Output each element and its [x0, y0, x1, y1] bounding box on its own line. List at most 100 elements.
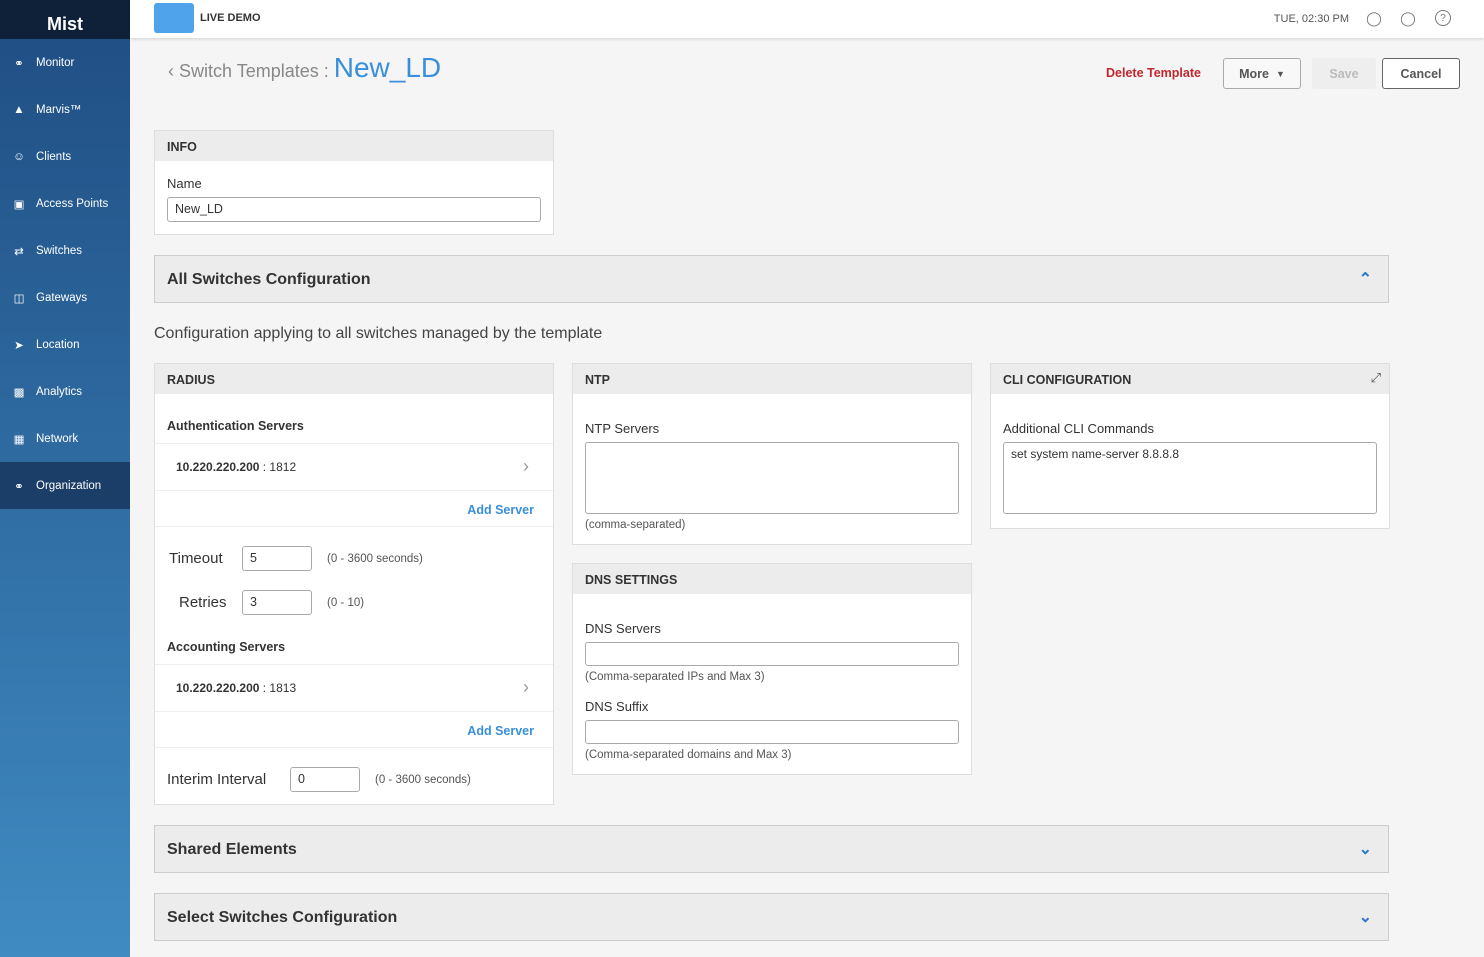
shared-elements-section-header[interactable]: Shared Elements ⌄ [154, 825, 1389, 873]
ntp-hint: (comma-separated) [585, 519, 686, 531]
ntp-title: NTP [573, 364, 971, 394]
sidebar-item-marvis[interactable]: ▲ Marvis™ [0, 86, 130, 133]
timeout-input[interactable]: 5 [242, 546, 312, 571]
cli-title: CLI CONFIGURATION [991, 364, 1389, 394]
sidebar-item-monitor[interactable]: ⚭ Monitor [0, 39, 130, 86]
sidebar-item-clients[interactable]: ☺ Clients [0, 133, 130, 180]
chevron-right-icon: › [523, 456, 529, 476]
ntp-card: NTP NTP Servers (comma-separated) [572, 363, 972, 545]
dns-suffix-input[interactable] [585, 720, 959, 744]
sidebar-item-label: Analytics [36, 385, 83, 398]
breadcrumb: ‹ Switch Templates : New_LD [168, 52, 441, 84]
retries-hint: (0 - 10) [327, 597, 365, 609]
sidebar-item-label: Clients [36, 150, 72, 163]
chevron-right-icon: › [523, 677, 529, 697]
breadcrumb-link[interactable]: Switch Templates : [179, 61, 329, 81]
more-button[interactable]: More ▼ [1223, 58, 1301, 89]
auth-server-port: : 1812 [262, 460, 297, 474]
chevron-down-icon[interactable]: ⌄ [1358, 909, 1372, 926]
switch-icon: ⇄ [14, 245, 24, 258]
all-switches-title: All Switches Configuration [167, 271, 371, 288]
dns-title: DNS SETTINGS [573, 564, 971, 594]
timeout-label: Timeout [169, 550, 223, 567]
sidebar-item-analytics[interactable]: ▩ Analytics [0, 368, 130, 415]
sidebar-item-label: Switches [36, 244, 83, 257]
sidebar-item-access-points[interactable]: ▣ Access Points [0, 180, 130, 227]
cancel-button[interactable]: Cancel [1382, 58, 1460, 89]
add-acct-server-button[interactable]: Add Server [467, 724, 534, 738]
dns-suffix-label: DNS Suffix [585, 699, 649, 714]
add-auth-server-button[interactable]: Add Server [467, 503, 534, 517]
ntp-servers-label: NTP Servers [585, 421, 660, 436]
access-point-icon: ▣ [13, 198, 25, 211]
auth-servers-label: Authentication Servers [167, 419, 304, 433]
expand-icon[interactable]: ⤢ [1370, 370, 1381, 385]
info-title: INFO [155, 131, 553, 161]
sidebar-item-gateways[interactable]: ◫ Gateways [0, 274, 130, 321]
dns-servers-input[interactable] [585, 642, 959, 666]
delete-template-button[interactable]: Delete Template [1106, 66, 1201, 80]
top-bar: LIVE DEMO TUE, 02:30 PM ◯ ◯ ? [130, 0, 1484, 38]
dns-servers-label: DNS Servers [585, 621, 661, 636]
sidebar: Mist ⚭ Monitor ▲ Marvis™ ☺ Clients ▣ Access Poi… [0, 0, 130, 957]
interim-hint: (0 - 3600 seconds) [375, 774, 471, 786]
clients-icon: ☺ [13, 150, 25, 163]
auth-server-ip: 10.220.220.200 [176, 460, 260, 474]
accounting-servers-label: Accounting Servers [167, 640, 286, 654]
org-name[interactable]: LIVE DEMO [200, 12, 261, 24]
radius-card: RADIUS Authentication Servers 10.220.220… [154, 363, 554, 805]
page-title: New_LD [333, 52, 442, 83]
marvis-icon: ▲ [13, 103, 25, 116]
sidebar-item-label: Network [36, 432, 79, 445]
location-icon: ➤ [14, 339, 24, 352]
sidebar-item-label: Organization [36, 479, 102, 492]
all-switches-section-header[interactable]: All Switches Configuration ⌃ [154, 255, 1389, 303]
mist-logo[interactable]: Mist [0, 0, 130, 39]
sidebar-item-switches[interactable]: ⇄ Switches [0, 227, 130, 274]
clock: TUE, 02:30 PM [1273, 13, 1349, 25]
interim-input[interactable]: 0 [290, 767, 360, 792]
radius-title: RADIUS [155, 364, 553, 394]
retries-input[interactable]: 3 [242, 590, 312, 615]
name-label: Name [167, 176, 202, 191]
chevron-up-icon[interactable]: ⌃ [1358, 271, 1372, 288]
dns-suffix-hint: (Comma-separated domains and Max 3) [585, 749, 792, 761]
pulse-icon: ⚭ [14, 57, 24, 70]
sidebar-item-location[interactable]: ➤ Location [0, 321, 130, 368]
back-chevron-icon[interactable]: ‹ [168, 61, 174, 81]
ntp-servers-textarea[interactable] [585, 442, 959, 514]
cli-commands-textarea[interactable]: set system name-server 8.8.8.8 [1003, 442, 1377, 514]
cli-commands-label: Additional CLI Commands [1003, 421, 1155, 436]
auth-server-row[interactable]: 10.220.220.200 : 1812 › [155, 443, 553, 491]
globe-icon: ⚭ [14, 480, 24, 493]
dns-servers-hint: (Comma-separated IPs and Max 3) [585, 671, 765, 683]
all-switches-description: Configuration applying to all switches m… [154, 325, 603, 342]
acct-server-ip: 10.220.220.200 [176, 681, 260, 695]
sidebar-item-organization[interactable]: ⚭ Organization [0, 462, 130, 509]
acct-server-row[interactable]: 10.220.220.200 : 1813 › [155, 664, 553, 712]
sidebar-item-label: Access Points [36, 197, 109, 210]
shared-elements-title: Shared Elements [167, 841, 297, 858]
acct-server-port: : 1813 [262, 681, 297, 695]
user-icon[interactable]: ◯ [1366, 10, 1382, 26]
chevron-down-icon[interactable]: ⌄ [1358, 841, 1372, 858]
dns-card: DNS SETTINGS DNS Servers (Comma-separate… [572, 563, 972, 775]
more-label: More [1239, 66, 1269, 81]
lightbulb-icon[interactable]: ◯ [1400, 10, 1416, 26]
save-button[interactable]: Save [1312, 58, 1376, 89]
help-icon[interactable]: ? [1435, 10, 1451, 26]
select-switches-title: Select Switches Configuration [167, 909, 398, 926]
name-input[interactable]: New_LD [167, 197, 541, 222]
cli-card: CLI CONFIGURATION ⤢ Additional CLI Comma… [990, 363, 1390, 529]
info-card: INFO Name New_LD [154, 130, 554, 235]
gateway-icon: ◫ [13, 292, 25, 305]
live-demo-icon [154, 3, 194, 33]
sidebar-item-network[interactable]: ▦ Network [0, 415, 130, 462]
timeout-hint: (0 - 3600 seconds) [327, 553, 423, 565]
retries-label: Retries [179, 594, 227, 611]
caret-down-icon: ▼ [1275, 68, 1285, 79]
network-icon: ▦ [13, 433, 25, 446]
sidebar-item-label: Gateways [36, 291, 88, 304]
interim-label: Interim Interval [167, 771, 267, 788]
select-switches-section-header[interactable]: Select Switches Configuration ⌄ [154, 893, 1389, 941]
